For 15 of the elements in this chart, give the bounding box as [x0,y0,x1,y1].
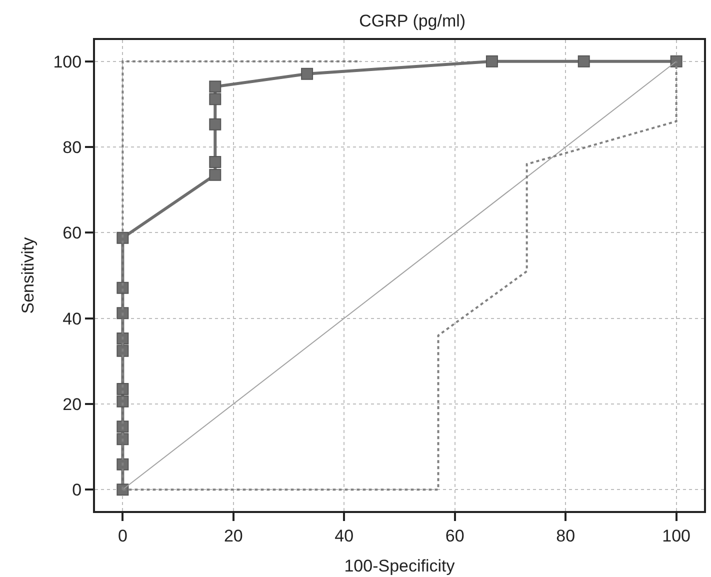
y-tick-label: 100 [53,52,82,72]
y-tick-label: 40 [62,309,82,328]
x-tick-label: 0 [118,526,128,546]
x-tick-label: 60 [445,526,464,546]
y-tick-label: 20 [62,394,82,414]
chart-title: CGRP (pg/ml) [359,11,466,30]
y-tick-label: 80 [62,138,82,157]
y-axis-title: Sensitivity [18,236,38,314]
x-tick-label: 20 [224,526,243,546]
x-tick-label: 80 [556,526,576,546]
x-tick-label: 40 [334,526,354,546]
y-tick-label: 0 [72,480,82,500]
y-tick-label: 60 [62,224,82,243]
x-axis-title: 100-Specificity [344,556,456,576]
x-tick-label: 100 [662,526,691,546]
